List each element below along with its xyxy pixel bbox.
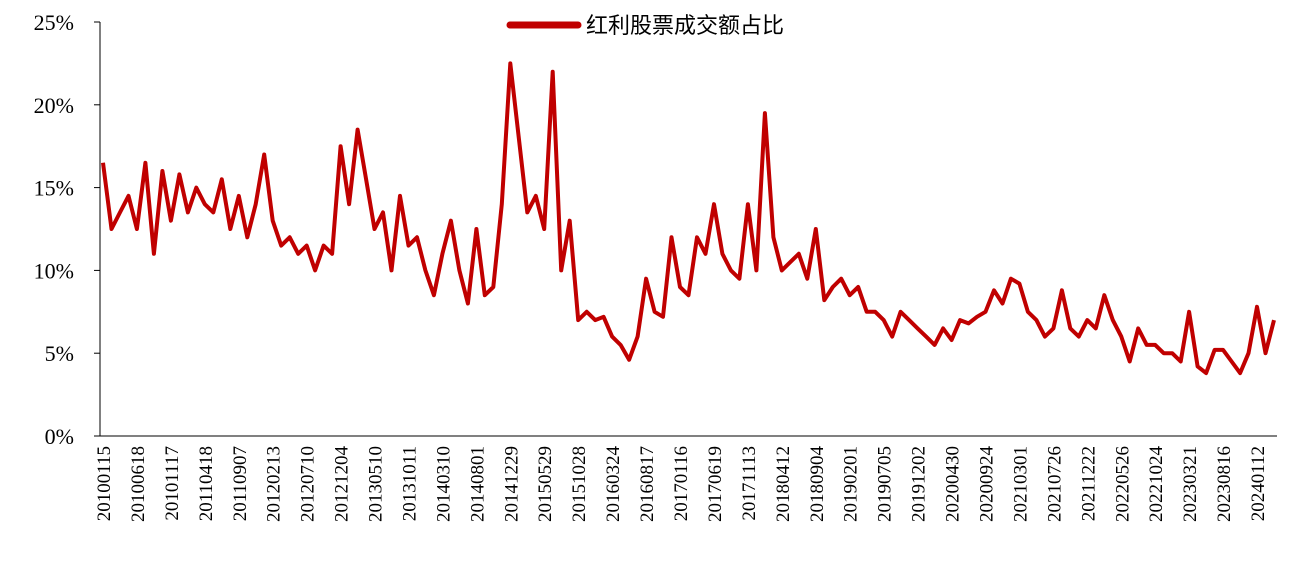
x-tick-label: 20120213 [264, 446, 285, 522]
x-tick-label: 20160817 [637, 446, 658, 522]
y-tick-label: 25% [34, 10, 74, 35]
x-tick-label: 20240112 [1248, 446, 1269, 521]
x-tick-label: 20190705 [875, 446, 896, 522]
x-tick-label: 20140801 [467, 446, 488, 522]
x-tick-label: 20120710 [298, 446, 319, 522]
x-tick-label: 20121204 [332, 446, 353, 523]
x-tick-label: 20220526 [1112, 446, 1133, 522]
data-line [101, 61, 1276, 376]
x-tick-label: 20230816 [1214, 446, 1235, 522]
y-tick-label: 10% [34, 258, 74, 283]
x-tick-label: 20191202 [909, 446, 930, 522]
x-tick-label: 20131011 [399, 446, 420, 521]
x-tick-label: 20130510 [366, 446, 387, 522]
x-tick-label: 20110907 [230, 446, 251, 521]
x-tick-label: 20140310 [433, 446, 454, 522]
x-tick-label: 20100618 [128, 446, 149, 522]
x-tick-label: 20170619 [705, 446, 726, 522]
x-tick-label: 20180412 [773, 446, 794, 522]
x-tick-label: 20160324 [603, 446, 624, 523]
x-tick-label: 20211222 [1078, 446, 1099, 521]
x-tick-label: 20230321 [1180, 446, 1201, 522]
legend-label: 红利股票成交额占比 [586, 13, 784, 38]
y-tick-label: 5% [45, 341, 74, 366]
x-tick-label: 20210726 [1044, 446, 1065, 522]
x-tick-label: 20100115 [94, 446, 115, 521]
y-tick-label: 15% [34, 176, 74, 201]
x-tick-label: 20221024 [1146, 446, 1167, 523]
y-tick-label: 20% [34, 93, 74, 118]
x-tick-label: 20151028 [569, 446, 590, 522]
x-tick-label: 20200924 [976, 446, 997, 523]
x-tick-label: 20190201 [841, 446, 862, 522]
x-tick-label: 20110418 [196, 446, 217, 521]
y-tick-label: 0% [45, 424, 74, 449]
x-tick-label: 20210301 [1010, 446, 1031, 522]
x-tick-label: 20141229 [501, 446, 522, 522]
x-tick-label: 20150529 [535, 446, 556, 522]
x-tick-label: 20200430 [943, 446, 964, 522]
x-tick-label: 20101117 [162, 446, 183, 521]
x-tick-label: 20171113 [739, 446, 760, 521]
x-tick-label: 20180904 [807, 446, 828, 523]
x-tick-label: 20170116 [671, 446, 692, 521]
